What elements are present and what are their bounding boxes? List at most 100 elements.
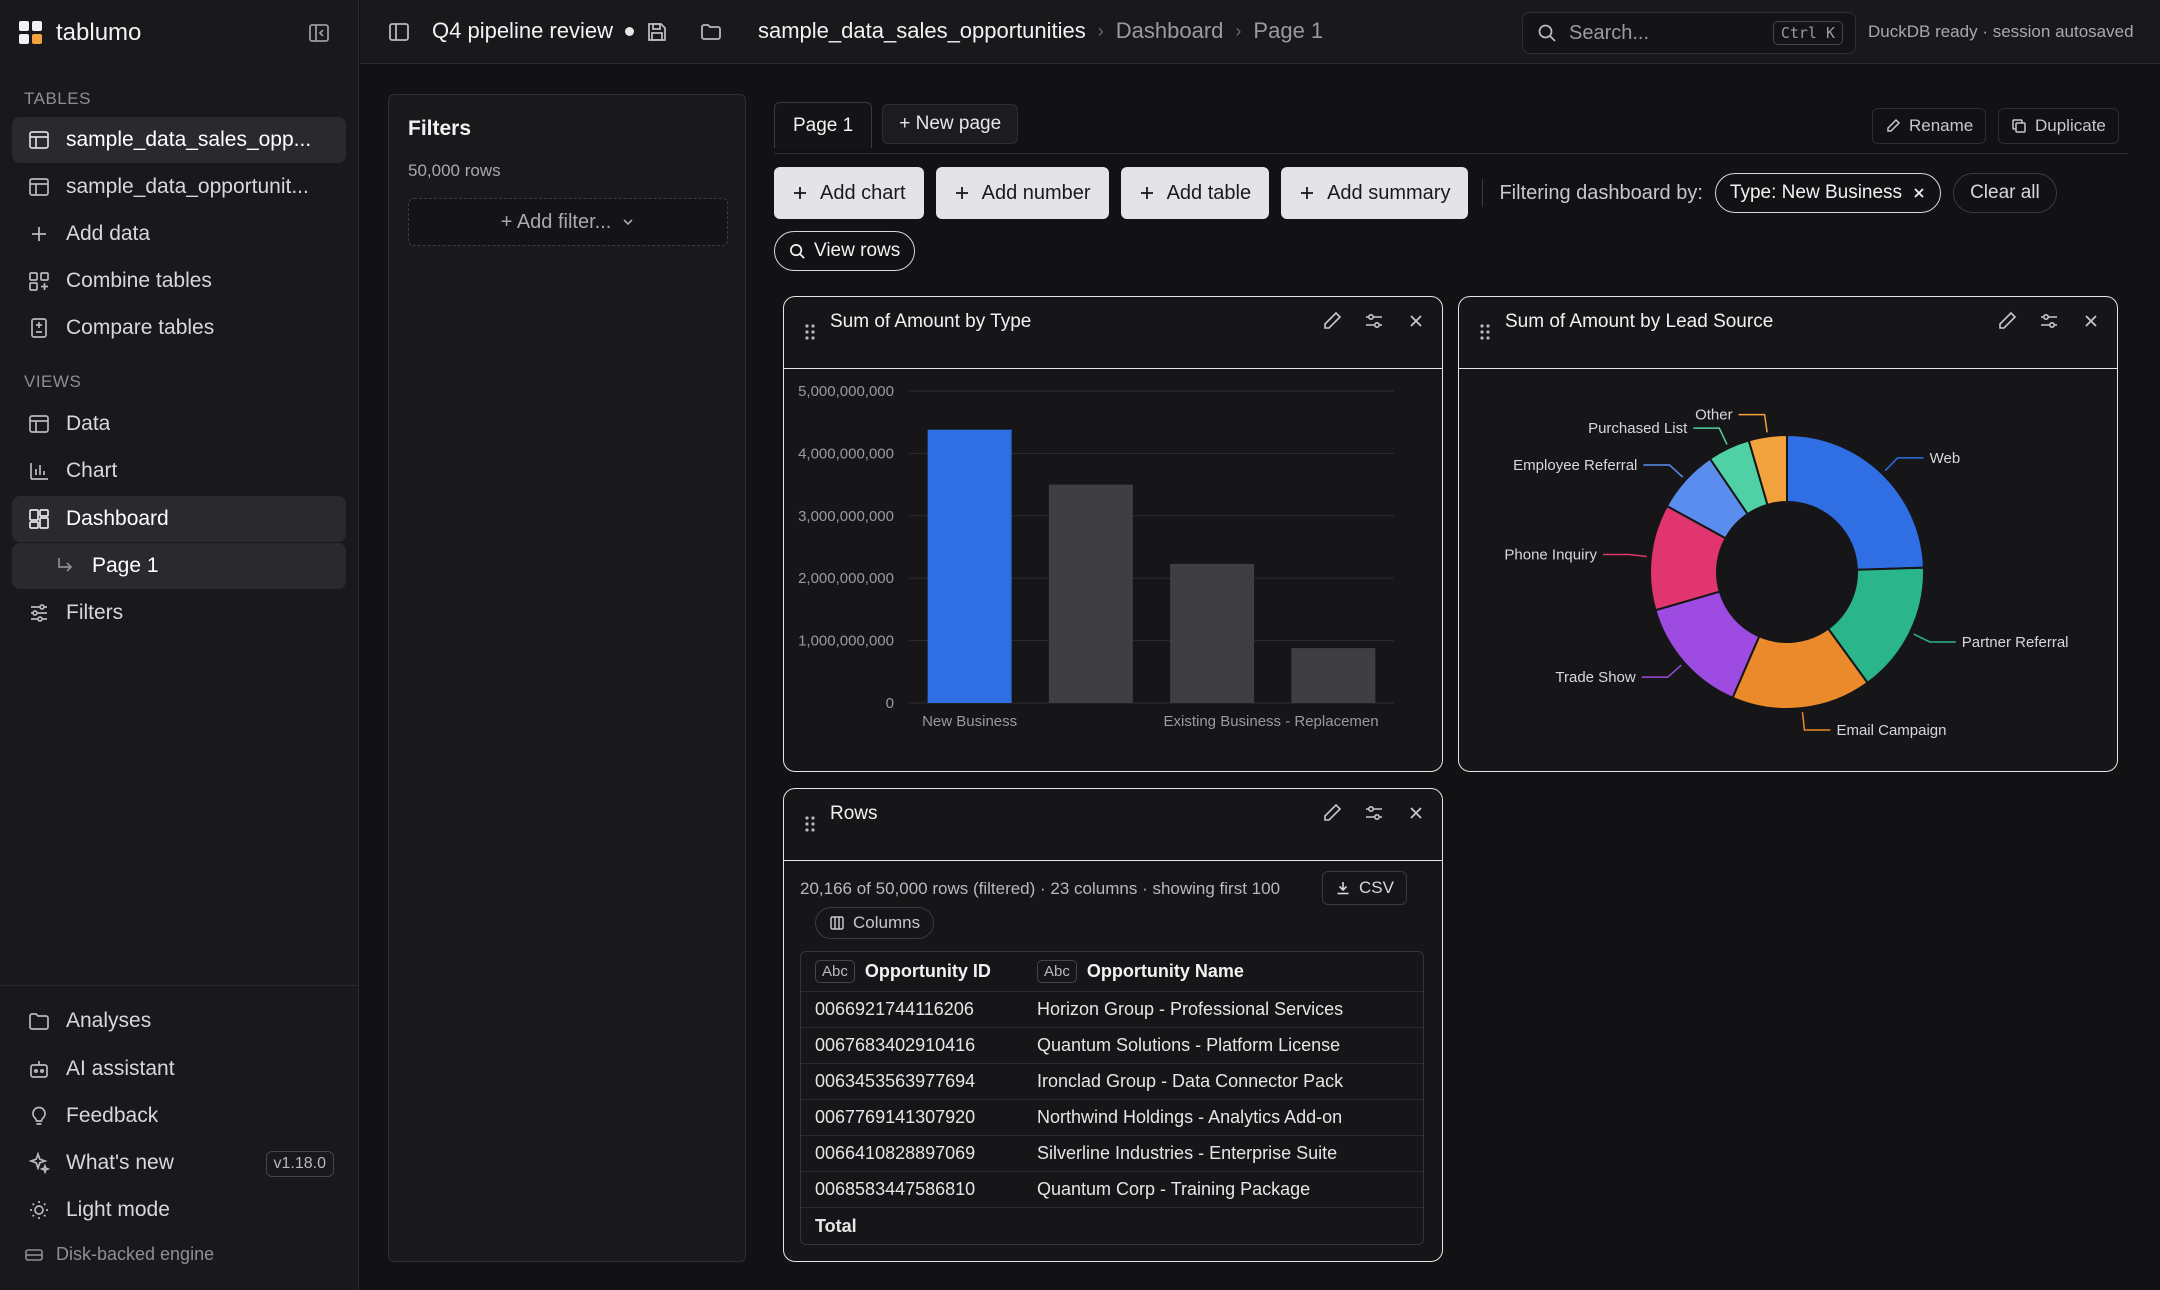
sidebar-item-filters[interactable]: Filters: [12, 590, 346, 636]
sidebar-item-feedback[interactable]: Feedback: [12, 1093, 346, 1139]
add-table-button[interactable]: Add table: [1120, 167, 1270, 219]
table-row[interactable]: 0067683402910416 Quantum Solutions - Plat…: [801, 1028, 1423, 1064]
rename-button[interactable]: Rename: [1872, 108, 1987, 144]
sidebar-table-opportunities[interactable]: sample_data_opportunit...: [12, 164, 346, 210]
pie-leader-line: [1641, 664, 1682, 678]
active-filter-chip[interactable]: Type: New Business: [1714, 173, 1942, 213]
breadcrumb-page[interactable]: Page 1: [1253, 18, 1324, 43]
sidebar-item-ai-assistant[interactable]: AI assistant: [12, 1046, 346, 1092]
breadcrumb-dashboard[interactable]: Dashboard: [1115, 18, 1224, 43]
filters-title: Filters: [408, 117, 472, 140]
search-input[interactable]: [1569, 21, 1759, 45]
download-icon: [1335, 880, 1351, 896]
table-row[interactable]: 0067769141307920 Northwind Holdings - Ana…: [801, 1100, 1423, 1136]
new-page-button[interactable]: + New page: [882, 104, 1019, 144]
sidebar-item-page-1[interactable]: Page 1: [12, 543, 346, 589]
table-icon: [26, 127, 52, 153]
document-title[interactable]: Q4 pipeline review: [432, 18, 634, 44]
close-icon[interactable]: [1404, 309, 1428, 333]
drag-handle-icon[interactable]: [800, 319, 820, 345]
add-chart-button[interactable]: Add chart: [774, 167, 924, 219]
sidebar-item-label: Light mode: [66, 1198, 170, 1221]
sidebar-item-whats-new[interactable]: What's new: [12, 1140, 346, 1186]
close-icon[interactable]: [2079, 309, 2103, 333]
rows-table-widget: Rows 20,166 of 50,000 rows (filtered) · …: [783, 788, 1443, 1262]
sidebar-compare-tables[interactable]: Compare tables: [12, 305, 346, 351]
duplicate-button[interactable]: Duplicate: [1998, 108, 2119, 144]
collapse-sidebar-icon[interactable]: [304, 18, 334, 48]
add-filter-button[interactable]: + Add filter...: [408, 198, 728, 246]
sidebar-item-chart[interactable]: Chart: [12, 448, 346, 494]
breadcrumb: sample_data_sales_opportunities › Dashbo…: [758, 18, 1323, 44]
drag-handle-icon[interactable]: [800, 811, 820, 837]
column-header-opportunity-name[interactable]: Abc Opportunity Name: [1037, 960, 1423, 983]
settings-icon[interactable]: [1362, 309, 1386, 333]
clear-all-button[interactable]: Clear all: [1953, 173, 2057, 213]
search-box[interactable]: Ctrl K: [1522, 12, 1856, 54]
sidebar-item-analyses[interactable]: Analyses: [12, 998, 346, 1044]
columns-button[interactable]: Columns: [815, 907, 935, 939]
close-icon[interactable]: [1404, 801, 1428, 825]
chevron-right-icon: ›: [1235, 20, 1242, 41]
open-folder-icon[interactable]: [696, 17, 726, 47]
edit-icon[interactable]: [1320, 801, 1344, 825]
app-name: tablumo: [56, 19, 142, 46]
pie-leader-line: [1602, 553, 1647, 558]
page-tabs: Page 1 + New page: [774, 102, 1019, 148]
sidebar-item-label: Dashboard: [66, 507, 169, 530]
table-row[interactable]: 0068583447586810 Quantum Corp - Training …: [801, 1172, 1423, 1208]
sidebar-add-data[interactable]: Add data: [12, 211, 346, 257]
pie-slice-label: Partner Referral: [1962, 634, 2069, 651]
table-row[interactable]: 0063453563977694 Ironclad Group - Data Co…: [801, 1064, 1423, 1100]
total-label: Total: [815, 1215, 857, 1236]
table-row[interactable]: 0066921744116206 Horizon Group - Professi…: [801, 992, 1423, 1028]
sidebar-item-data[interactable]: Data: [12, 401, 346, 447]
tab-page-1[interactable]: Page 1: [774, 102, 873, 148]
plus-icon: [1299, 185, 1315, 201]
close-icon[interactable]: [1912, 186, 1926, 200]
views-section-label: VIEWS: [24, 372, 82, 391]
settings-icon[interactable]: [2037, 309, 2061, 333]
widget-title: Sum of Amount by Type: [830, 311, 1032, 332]
add-summary-button[interactable]: Add summary: [1281, 167, 1469, 219]
csv-export-button[interactable]: CSV: [1322, 871, 1407, 905]
add-summary-label: Add summary: [1327, 181, 1451, 204]
sub-arrow-icon: [52, 553, 78, 579]
toggle-panel-icon[interactable]: [384, 17, 414, 47]
table-row[interactable]: 0066410828897069 Silverline Industries - …: [801, 1136, 1423, 1172]
pie-slice-label: Other: [1695, 407, 1733, 424]
tabs-divider: [774, 153, 2128, 154]
table-cell: 0063453563977694: [815, 1071, 976, 1091]
drag-handle-icon[interactable]: [1475, 319, 1495, 345]
settings-icon[interactable]: [1362, 801, 1386, 825]
sidebar-item-light-mode[interactable]: Light mode: [12, 1187, 346, 1233]
y-tick-label: 5,000,000,000: [798, 383, 894, 400]
plus-icon: [954, 185, 970, 201]
table-total-row: Total: [801, 1208, 1423, 1244]
pie-leader-line: [1693, 427, 1728, 445]
sidebar-item-dashboard[interactable]: Dashboard: [12, 496, 346, 542]
save-icon[interactable]: [642, 17, 672, 47]
add-number-button[interactable]: Add number: [935, 167, 1109, 219]
sidebar-item-label: Combine tables: [66, 269, 212, 292]
pie-slice-label: Web: [1930, 450, 1961, 467]
column-header-opportunity-id[interactable]: Abc Opportunity ID: [801, 960, 1037, 983]
edit-icon[interactable]: [1995, 309, 2019, 333]
sidebar-combine-tables[interactable]: Combine tables: [12, 258, 346, 304]
sidebar: tablumo TABLES sample_data_sales_opp... …: [0, 0, 359, 1290]
column-header-label: Opportunity Name: [1086, 961, 1244, 981]
filters-panel: Filters 50,000 rows + Add filter...: [388, 94, 746, 1262]
engine-label: Disk-backed engine: [56, 1244, 215, 1264]
table-cell: 0066921744116206: [815, 999, 974, 1019]
pie-slice-label: Purchased List: [1588, 420, 1688, 437]
view-rows-button[interactable]: View rows: [774, 231, 916, 271]
filters-row-count: 50,000 rows: [408, 161, 501, 180]
brand[interactable]: tablumo: [18, 18, 141, 48]
breadcrumb-table[interactable]: sample_data_sales_opportunities: [758, 18, 1086, 43]
table-cell: Northwind Holdings - Analytics Add-on: [1037, 1107, 1343, 1127]
active-filter-label: Type: New Business: [1729, 182, 1903, 203]
compare-icon: [26, 315, 52, 341]
columns-label: Columns: [853, 913, 921, 932]
sidebar-table-sales-opportunities[interactable]: sample_data_sales_opp...: [12, 117, 346, 163]
edit-icon[interactable]: [1320, 309, 1344, 333]
